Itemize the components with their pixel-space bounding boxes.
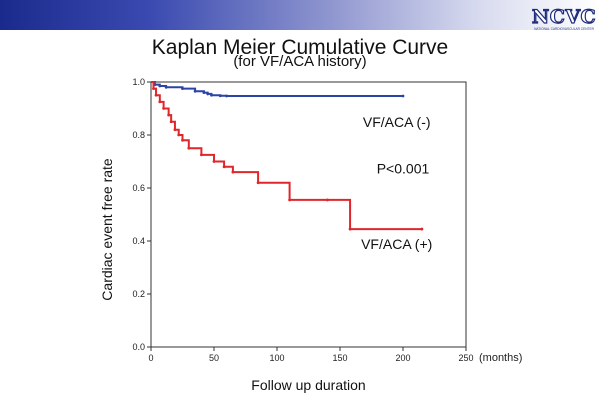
- x-tick-label: 0: [148, 353, 153, 363]
- censor-mark: [218, 94, 222, 98]
- censor-mark: [187, 146, 191, 150]
- x-tick-label: 250: [458, 353, 473, 363]
- censor-mark: [193, 89, 197, 93]
- chart-axes: 0 50 100 150 200 250 0.0 0.2 0.4 0.6 0.8 1.0 (months…: [99, 77, 522, 393]
- censor-mark: [200, 153, 203, 157]
- censor-mark: [231, 170, 235, 174]
- series-line-vf-aca-positive: [151, 81, 422, 231]
- chart-annotation: VF/ACA (-): [363, 114, 431, 130]
- censor-mark: [420, 227, 424, 231]
- censor-mark: [225, 94, 229, 98]
- series-line-vf-aca-negative: [151, 81, 403, 98]
- censor-mark: [152, 87, 155, 91]
- censor-mark: [162, 107, 166, 110]
- censor-mark: [158, 84, 162, 88]
- x-axis-title: Follow up duration: [251, 377, 365, 393]
- censor-mark: [210, 93, 213, 97]
- censor-mark: [348, 227, 352, 231]
- chart-annotation: VF/ACA (+): [361, 236, 432, 252]
- chart-title: Kaplan Meier Cumulative Curve: [151, 36, 449, 59]
- censor-mark: [326, 198, 329, 202]
- censor-mark: [169, 120, 173, 124]
- y-tick-label: 0.0: [132, 342, 145, 352]
- censor-mark: [212, 160, 216, 163]
- chart-subtitle: (for VF/ACA history): [233, 53, 367, 70]
- chart-series: [151, 81, 424, 231]
- y-tick-label: 0.6: [132, 183, 145, 193]
- header-gradient-band: [0, 0, 600, 30]
- censor-mark: [202, 91, 206, 94]
- censor-mark: [206, 92, 210, 96]
- ncvc-logo: NCVC NATIONAL CARDIOVASCULAR CENTER: [532, 5, 596, 31]
- censor-mark: [177, 133, 181, 137]
- chart-labels: VF/ACA (-) P<0.001 VF/ACA (+): [361, 114, 432, 252]
- logo-text: NCVC: [532, 6, 596, 28]
- chart-annotation: P<0.001: [377, 160, 430, 176]
- plot-frame: [150, 81, 467, 348]
- y-tick-label: 0.2: [132, 289, 145, 299]
- x-tick-label: 50: [209, 353, 219, 363]
- censor-mark: [167, 113, 171, 117]
- censor-mark: [154, 93, 158, 97]
- censor-mark: [164, 85, 168, 89]
- censor-mark: [181, 87, 184, 91]
- x-tick-label: 200: [395, 353, 410, 363]
- censor-mark: [256, 181, 260, 185]
- y-tick-label: 1.0: [132, 77, 145, 87]
- censor-mark: [401, 94, 405, 98]
- y-tick-label: 0.8: [132, 130, 145, 140]
- censor-mark: [173, 128, 177, 132]
- censor-mark: [222, 165, 226, 169]
- logo-subtext: NATIONAL CARDIOVASCULAR CENTER: [534, 27, 595, 31]
- y-tick-label: 0.4: [132, 236, 145, 246]
- x-tick-label: 100: [269, 353, 284, 363]
- censor-mark: [158, 100, 162, 104]
- y-axis-title: Cardiac event free rate: [99, 158, 115, 301]
- x-unit-label: (months): [479, 352, 522, 364]
- x-tick-label: 150: [332, 353, 347, 363]
- censor-mark: [288, 198, 291, 202]
- censor-mark: [181, 138, 184, 142]
